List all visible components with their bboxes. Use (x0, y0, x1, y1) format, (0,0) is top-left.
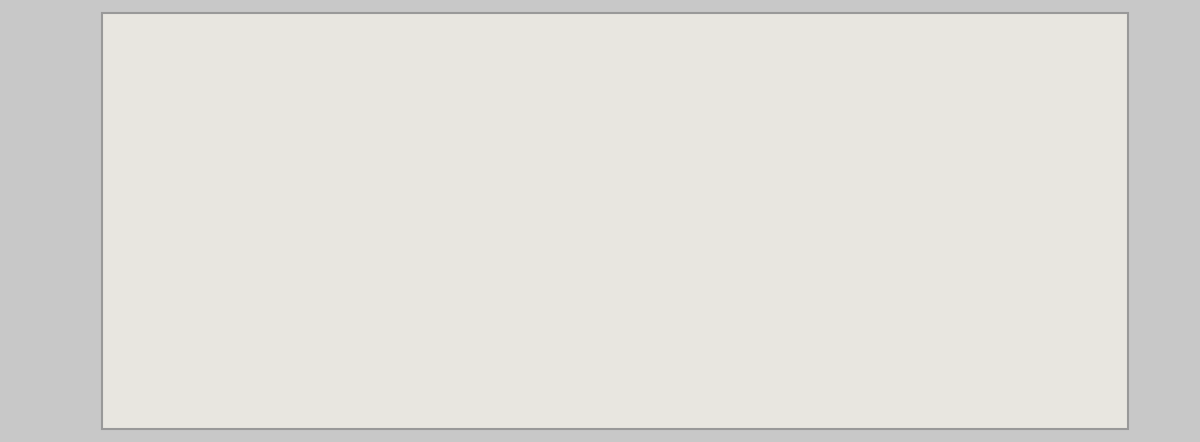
Text: perpendicular to the line $y = 3x - 8$.: perpendicular to the line $y = 3x - 8$. (120, 186, 637, 217)
Text: negative reciprocals of one another. Find an equation: negative reciprocals of one another. Fin… (120, 78, 893, 105)
FancyBboxPatch shape (154, 46, 592, 100)
Text: $y =$: $y =$ (107, 247, 152, 274)
Text: Use the fact that the slopes of perpendicular lines are: Use the fact that the slopes of perpendi… (120, 24, 900, 51)
Text: for the line through the point (3, 2) which is: for the line through the point (3, 2) wh… (120, 132, 755, 160)
